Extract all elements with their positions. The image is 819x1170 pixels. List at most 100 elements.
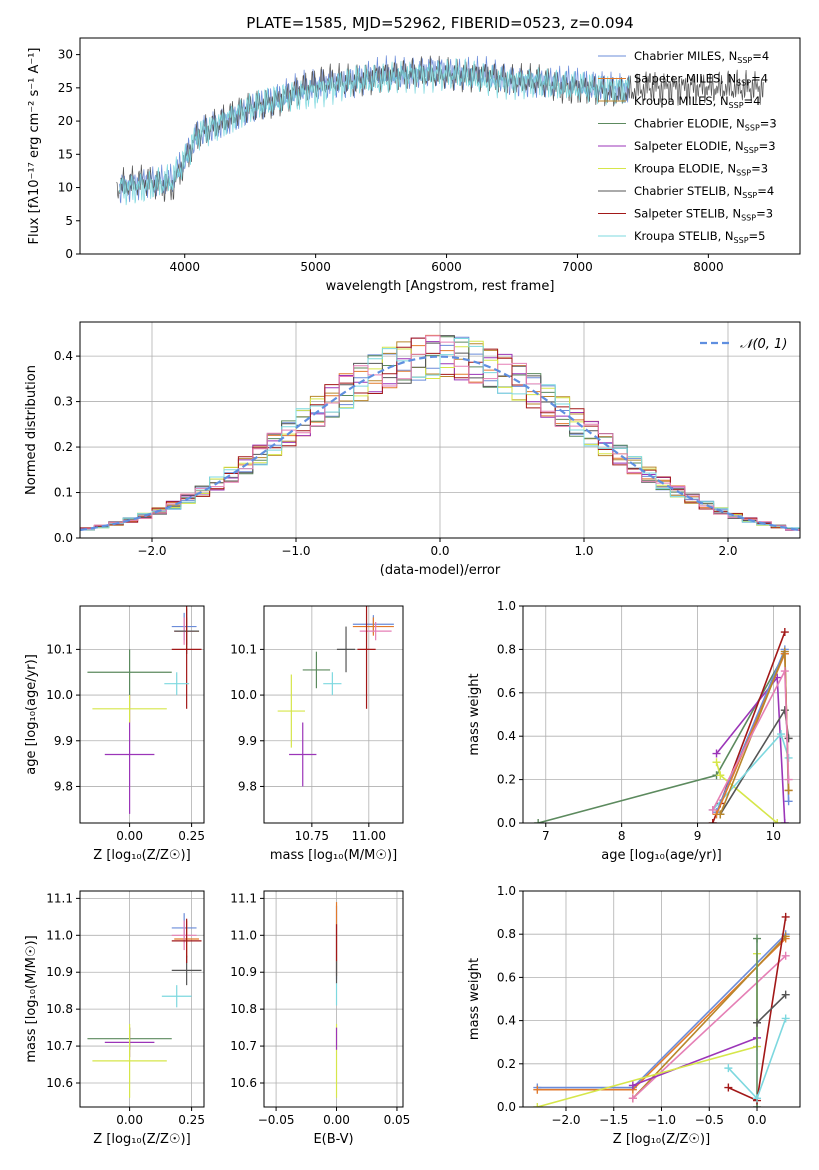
legend-label-tail: =4 xyxy=(752,49,769,63)
y-axis-label: Normed distribution xyxy=(24,365,39,495)
x-tick-label: −0.05 xyxy=(258,1113,295,1127)
legend-label-main: Chabrier STELIB, N xyxy=(634,184,742,198)
errorbar-point xyxy=(323,672,342,696)
legend-label-sub: SSP xyxy=(737,56,752,65)
grid xyxy=(264,891,403,1107)
grid xyxy=(264,606,403,823)
axes-frame xyxy=(79,37,801,255)
axes-frame xyxy=(79,605,205,824)
x-tick-label: 8 xyxy=(618,829,626,843)
x-tick-label: 11.00 xyxy=(352,829,386,843)
plot-area xyxy=(116,55,764,206)
legend-label-sub: SSP xyxy=(741,214,756,223)
x-tick-label: −2.0 xyxy=(551,1113,580,1127)
errorbar-point xyxy=(87,649,172,696)
panel-age-vs-mass: 10.75 11.00 9.8 9.9 10.0 10.1 mass [log₁₀(M/M☉… xyxy=(230,605,404,863)
y-tick-label: 11.0 xyxy=(46,928,73,942)
y-tick-label: 30 xyxy=(58,48,73,62)
x-axis-label: age [log₁₀(age/yr)] xyxy=(601,848,722,863)
legend-label-sub: SSP xyxy=(736,79,751,88)
weight-marker xyxy=(780,667,789,676)
plot-area xyxy=(277,606,394,787)
legend-label-tail: =4 xyxy=(757,184,774,198)
errorbar-point xyxy=(336,626,356,673)
y-tick-label: 0.2 xyxy=(497,773,516,787)
y-axis-label: mass weight xyxy=(467,673,482,755)
y-tick-label: 0.0 xyxy=(497,1100,516,1114)
y-tick-label: 10.0 xyxy=(230,688,257,702)
x-tick-label: 1.0 xyxy=(574,544,593,558)
x-tick-label: 7 xyxy=(542,829,550,843)
panel-spectrum: 4000 5000 6000 7000 8000 0 5 10 15 20 25 30 waveleng… xyxy=(27,37,801,294)
x-tick-label: 2.0 xyxy=(718,544,737,558)
y-tick-label: 0.8 xyxy=(497,927,516,941)
panel-weight-vs-age: 7 8 9 10 0.0 0.2 0.4 0.6 0.8 1.0 age [log₁₀(age/yr… xyxy=(467,599,801,863)
x-tick-label: 0.00 xyxy=(323,1113,350,1127)
y-tick-label: 0.2 xyxy=(497,1057,516,1071)
y-tick-label: 10.1 xyxy=(46,642,73,656)
legend-label-sub: SSP xyxy=(744,146,759,155)
y-tick-label: 0.3 xyxy=(54,395,73,409)
weight-marker xyxy=(533,1103,542,1107)
errorbar-point xyxy=(352,617,394,636)
weight-line xyxy=(632,935,787,1099)
x-tick-label: 0.25 xyxy=(178,1113,205,1127)
legend-label: Kroupa MILES, NSSP=4 xyxy=(634,94,760,110)
x-tick-label: 6000 xyxy=(431,260,462,274)
plot-area xyxy=(533,912,790,1107)
legend-label-main: Salpeter ELODIE, N xyxy=(634,139,744,153)
x-tick-label: 4000 xyxy=(169,260,200,274)
legend-label-main: Kroupa STELIB, N xyxy=(634,229,734,243)
weight-marker xyxy=(781,990,790,999)
y-tick-label: 10.9 xyxy=(230,965,257,979)
grid xyxy=(80,891,204,1107)
weight-marker xyxy=(533,1085,542,1094)
errorbar-point xyxy=(171,918,202,963)
y-tick-label: 0.4 xyxy=(497,1014,516,1028)
y-axis-label: mass [log₁₀(M/M☉)] xyxy=(24,935,39,1062)
x-axis-label: Z [log₁₀(Z/Z☉)] xyxy=(613,1132,710,1147)
x-axis-label: Z [log₁₀(Z/Z☉)] xyxy=(93,1132,190,1147)
legend-label: Kroupa STELIB, NSSP=5 xyxy=(634,229,765,245)
histogram-step xyxy=(80,335,800,530)
errorbar-point xyxy=(171,920,197,951)
y-tick-label: 25 xyxy=(58,81,73,95)
y-tick-label: 11.0 xyxy=(230,928,257,942)
weight-marker xyxy=(724,1083,733,1092)
y-tick-label: 9.9 xyxy=(54,734,73,748)
weight-marker xyxy=(780,647,789,656)
legend-label-main: Salpeter MILES, N xyxy=(634,72,736,86)
weight-marker xyxy=(716,771,725,780)
legend-label-tail: =3 xyxy=(756,207,773,221)
weight-marker xyxy=(628,1081,637,1090)
weight-line xyxy=(719,651,790,815)
legend-label: Salpeter ELODIE, NSSP=3 xyxy=(634,139,776,155)
y-tick-label: 10.6 xyxy=(230,1076,257,1090)
axes-frame xyxy=(263,890,404,1108)
legend-label: Salpeter STELIB, NSSP=3 xyxy=(634,207,773,223)
y-tick-label: 10.6 xyxy=(46,1076,73,1090)
errorbar-point xyxy=(92,1023,167,1098)
plot-area xyxy=(87,913,202,1098)
x-tick-label: 8000 xyxy=(693,260,724,274)
y-tick-label: 0.6 xyxy=(497,686,516,700)
legend-label-tail: =3 xyxy=(751,162,768,176)
y-axis-label: mass weight xyxy=(467,958,482,1040)
y-tick-label: 11.1 xyxy=(230,891,257,905)
y-tick-label: 10.1 xyxy=(230,642,257,656)
legend-label: Chabrier STELIB, NSSP=4 xyxy=(634,184,774,200)
y-axis-label: age [log₁₀(age/yr)] xyxy=(24,654,39,775)
y-tick-label: 9.8 xyxy=(54,779,73,793)
x-tick-label: −1.5 xyxy=(599,1113,628,1127)
legend-label-tail: =3 xyxy=(759,139,776,153)
y-tick-label: 0.2 xyxy=(54,440,73,454)
y-tick-label: 1.0 xyxy=(497,599,516,613)
errorbar-point xyxy=(359,621,392,641)
axes-frame xyxy=(522,605,801,824)
weight-marker xyxy=(777,730,786,739)
weight-marker xyxy=(534,819,543,823)
weight-marker xyxy=(716,810,725,819)
y-tick-label: 9.9 xyxy=(238,734,257,748)
legend-label-tail: =3 xyxy=(760,117,777,131)
